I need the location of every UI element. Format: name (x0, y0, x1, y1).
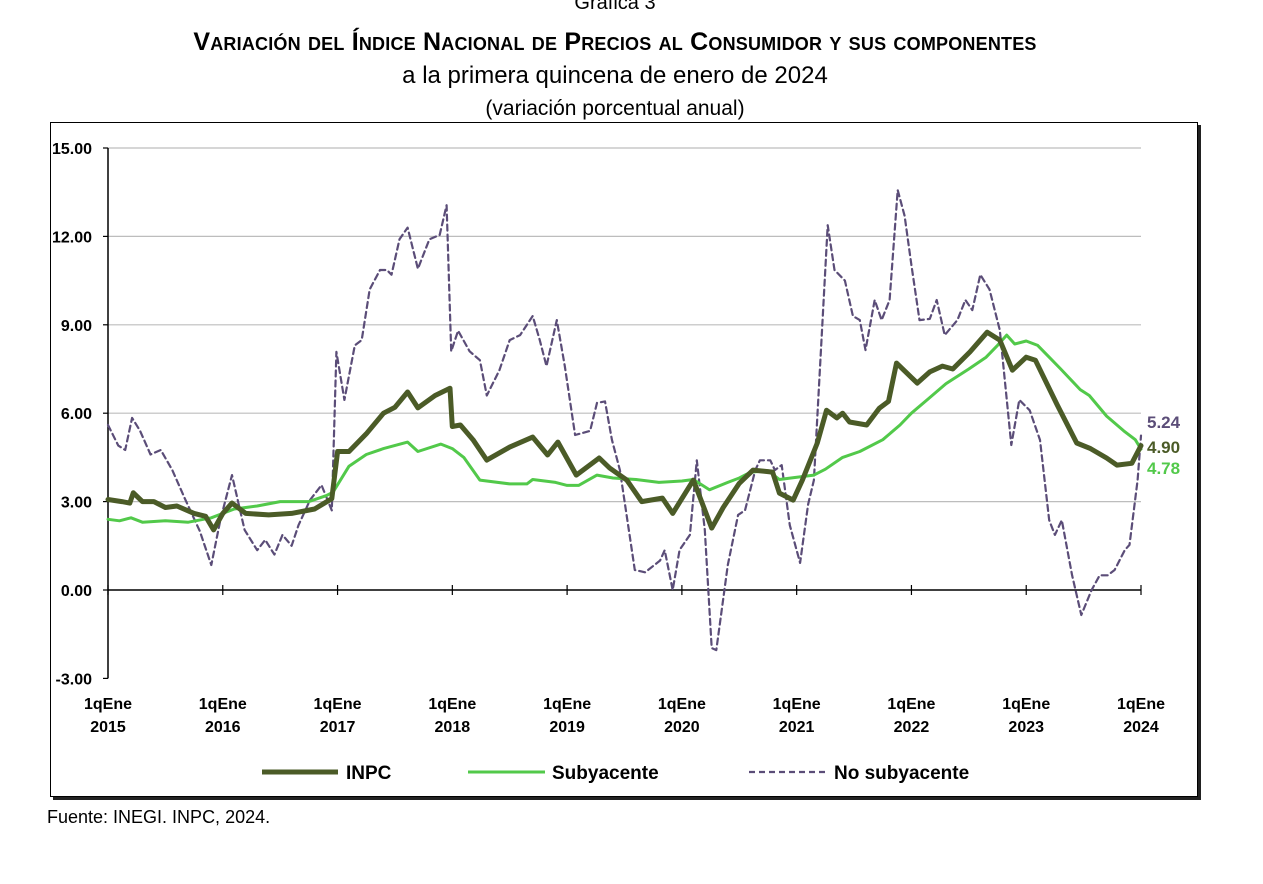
y-tick-label: 6.00 (61, 406, 92, 423)
source-note: Fuente: INEGI. INPC, 2024. (47, 807, 270, 828)
x-tick-label: 2022 (894, 719, 930, 736)
x-tick-label: 2021 (779, 719, 815, 736)
series-line-no-subyacente (106, 189, 1143, 652)
x-tick-label: 1qEne (658, 696, 706, 713)
legend-label: Subyacente (552, 763, 659, 784)
x-tick-label: 1qEne (1002, 696, 1050, 713)
x-tick-label: 2019 (549, 719, 585, 736)
x-tick-label: 2017 (320, 719, 356, 736)
y-tick-label: 9.00 (61, 318, 92, 335)
series-line-subyacente (106, 333, 1143, 524)
x-tick-label: 1qEne (428, 696, 476, 713)
x-tick-label: 1qEne (199, 696, 247, 713)
y-tick-label: 15.00 (52, 141, 92, 158)
y-tick-label: 0.00 (61, 583, 92, 600)
x-tick-label: 1qEne (773, 696, 821, 713)
y-tick-label: -3.00 (56, 671, 93, 688)
chart-subtitle: a la primera quincena de enero de 2024 (402, 62, 828, 89)
x-tick-label: 2015 (90, 719, 126, 736)
series-line-inpc (105, 329, 1144, 533)
x-tick-label: 2018 (435, 719, 471, 736)
y-tick-label: 3.00 (61, 495, 92, 512)
chart-units: (variación porcentual anual) (485, 97, 745, 120)
x-tick-label: 2020 (664, 719, 700, 736)
end-value-label: 4.78 (1147, 459, 1180, 478)
x-tick-label: 2016 (205, 719, 241, 736)
end-value-label: 4.90 (1147, 438, 1180, 457)
source-text: INEGI. INPC, 2024. (113, 807, 271, 827)
end-value-label: 5.24 (1147, 413, 1181, 432)
x-tick-label: 2024 (1123, 719, 1159, 736)
x-tick-label: 2023 (1008, 719, 1044, 736)
chart-frame (50, 122, 1198, 797)
legend-label: INPC (346, 763, 392, 784)
figure-number: Gráfica 3 (574, 0, 656, 14)
x-tick-label: 1qEne (314, 696, 362, 713)
legend-label: No subyacente (834, 763, 969, 784)
x-tick-label: 1qEne (543, 696, 591, 713)
x-tick-label: 1qEne (887, 696, 935, 713)
x-tick-label: 1qEne (1117, 696, 1165, 713)
x-tick-label: 1qEne (84, 696, 132, 713)
chart-title: Variación del Índice Nacional de Precios… (193, 28, 1037, 56)
source-label: Fuente: (47, 807, 114, 827)
y-tick-label: 12.00 (52, 229, 92, 246)
